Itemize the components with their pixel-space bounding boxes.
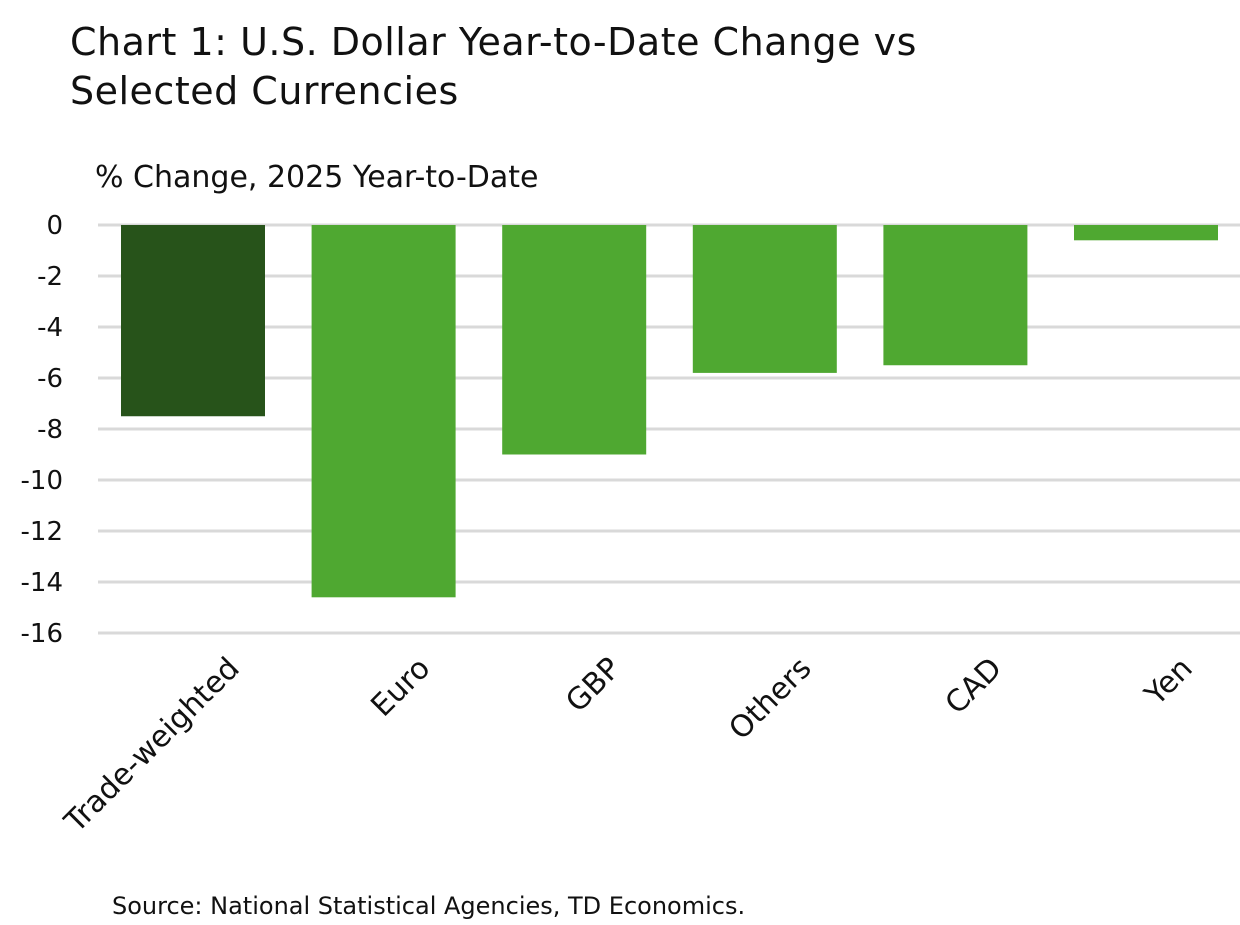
x-tick-label: Yen: [1138, 651, 1200, 713]
x-tick-label: GBP: [559, 651, 628, 720]
y-tick-label: -4: [37, 313, 63, 343]
bar-trade-weighted: [121, 225, 265, 417]
y-axis-ticks: 0 -2 -4 -6 -8 -10 -12 -14 -16: [21, 211, 63, 649]
y-tick-label: -2: [37, 262, 63, 292]
bar-chart: 0 -2 -4 -6 -8 -10 -12 -14 -16 Trade-weighted Euro…: [21, 211, 1240, 840]
x-tick-label: Euro: [364, 651, 437, 724]
x-axis-ticks: Trade-weighted Euro GBP Others CAD Yen: [57, 651, 1199, 840]
bar-yen: [1074, 225, 1218, 241]
bar-gbp: [502, 225, 647, 455]
y-axis-label: % Change, 2025 Year-to-Date: [95, 160, 539, 195]
source-note: Source: National Statistical Agencies, T…: [112, 892, 746, 920]
y-tick-label: -16: [21, 619, 63, 649]
x-tick-label: Trade-weighted: [57, 651, 246, 840]
bar-euro: [311, 225, 456, 598]
y-tick-label: -6: [37, 364, 63, 394]
y-tick-label: -10: [21, 466, 63, 496]
chart-title-line-1: Chart 1: U.S. Dollar Year-to-Date Change…: [70, 20, 917, 64]
chart-title: Chart 1: U.S. Dollar Year-to-Date Change…: [70, 18, 1070, 116]
x-tick-label: Others: [722, 651, 818, 747]
bar-others: [692, 225, 837, 373]
gridlines: [98, 223, 1240, 635]
x-tick-label: CAD: [939, 651, 1009, 721]
bars: [121, 225, 1218, 598]
chart-title-line-2: Selected Currencies: [70, 69, 459, 113]
bar-cad: [883, 225, 1028, 366]
y-tick-label: -14: [21, 568, 63, 598]
y-tick-label: 0: [46, 211, 63, 241]
y-tick-label: -8: [37, 415, 63, 445]
y-tick-label: -12: [21, 517, 63, 547]
